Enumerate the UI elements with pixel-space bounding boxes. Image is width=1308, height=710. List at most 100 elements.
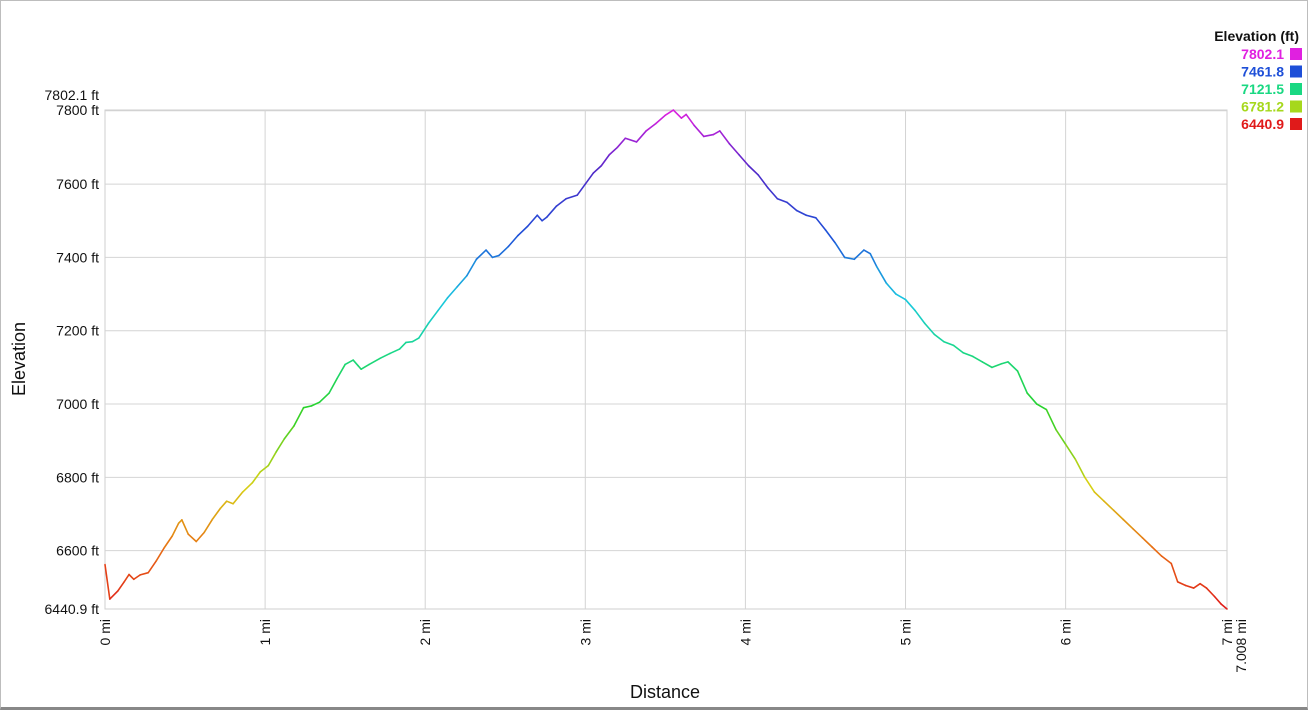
line-segment — [915, 311, 925, 324]
legend-swatch — [1290, 101, 1302, 113]
line-segment — [686, 114, 694, 125]
line-segment — [164, 536, 172, 548]
line-segment — [1186, 586, 1194, 589]
line-segment — [196, 532, 204, 541]
line-segment — [625, 138, 636, 142]
line-segment — [1162, 556, 1172, 563]
line-segment — [787, 202, 797, 210]
line-segment — [1215, 596, 1221, 603]
line-segment — [681, 114, 686, 118]
line-segment — [816, 218, 826, 230]
line-segment — [412, 338, 418, 342]
x-tick-label: 5 mi — [898, 619, 914, 645]
legend-entry-label: 6440.9 — [1241, 116, 1284, 132]
x-tick-label: 4 mi — [737, 619, 753, 645]
y-tick-label: 7600 ft — [56, 176, 99, 192]
line-segment — [1194, 584, 1200, 588]
line-segment — [406, 342, 412, 343]
y-axis-title: Elevation — [9, 322, 29, 396]
line-segment — [134, 575, 140, 579]
line-segment — [797, 210, 807, 215]
legend-swatch — [1290, 118, 1302, 130]
line-segment — [585, 173, 593, 184]
line-segment — [1114, 510, 1124, 519]
line-segment — [556, 199, 566, 206]
line-segment — [353, 360, 358, 365]
line-segment — [182, 520, 188, 534]
line-segment — [1200, 584, 1206, 588]
y-tick-label: 7800 ft — [56, 102, 99, 118]
line-segment — [593, 166, 601, 173]
line-segment — [329, 378, 337, 393]
line-segment — [758, 175, 768, 188]
line-segment — [1075, 459, 1085, 477]
x-tick-label: 2 mi — [417, 619, 433, 645]
y-tick-label: 6600 ft — [56, 543, 99, 559]
line-segment — [1123, 520, 1133, 529]
line-segment — [646, 124, 656, 131]
line-segment — [140, 573, 148, 575]
line-segment — [870, 254, 876, 267]
x-tick-label: 3 mi — [577, 619, 593, 645]
line-segment — [508, 235, 518, 246]
line-segment — [369, 358, 380, 364]
x-axis-title: Distance — [630, 682, 700, 702]
line-segment — [973, 356, 983, 361]
line-segment — [1104, 501, 1114, 510]
line-segment — [1008, 362, 1018, 371]
line-segment — [777, 199, 787, 203]
line-segment — [1207, 588, 1215, 596]
line-segment — [963, 353, 973, 357]
line-segment — [694, 125, 704, 136]
line-segment — [188, 534, 196, 541]
line-segment — [284, 426, 294, 439]
line-segment — [227, 501, 233, 504]
line-segment — [768, 188, 778, 199]
line-segment — [806, 215, 816, 218]
legend-title: Elevation (ft) — [1214, 28, 1299, 44]
line-segment — [1221, 604, 1227, 609]
legend-entry-label: 7461.8 — [1241, 64, 1284, 80]
line-segment — [438, 298, 448, 311]
line-segment — [294, 408, 304, 426]
line-segment — [428, 311, 438, 324]
legend-swatch — [1290, 48, 1302, 60]
line-segment — [547, 206, 557, 217]
line-segment — [260, 466, 268, 472]
y-tick-label: 6800 ft — [56, 469, 99, 485]
legend-swatch — [1290, 66, 1302, 78]
line-segment — [656, 115, 666, 123]
line-segment — [906, 300, 916, 311]
line-segment — [886, 283, 896, 294]
line-segment — [1094, 492, 1104, 501]
line-segment — [1018, 371, 1028, 393]
line-segment — [118, 582, 124, 591]
line-segment — [1027, 393, 1037, 404]
line-segment — [601, 155, 609, 166]
line-segment — [110, 591, 118, 599]
line-segment — [704, 135, 714, 137]
line-segment — [304, 406, 312, 408]
line-segment — [1171, 564, 1177, 582]
line-segment — [1152, 547, 1162, 556]
line-segment — [566, 195, 577, 199]
line-segment — [1056, 430, 1066, 445]
line-segment — [617, 138, 625, 147]
line-segment — [1037, 404, 1047, 409]
line-segment — [896, 294, 906, 299]
line-segment — [825, 230, 835, 243]
line-segment — [713, 131, 719, 135]
line-segment — [212, 509, 220, 520]
line-segment — [172, 523, 178, 536]
line-segment — [129, 575, 134, 580]
legend-entry-label: 7121.5 — [1241, 81, 1284, 97]
line-segment — [537, 215, 542, 220]
legend-entry-label: 7802.1 — [1241, 46, 1284, 62]
line-segment — [542, 217, 547, 221]
line-segment — [934, 334, 944, 341]
plot-border — [105, 110, 1227, 609]
y-tick-label: 7802.1 ft — [45, 87, 100, 103]
y-tick-label: 7200 ft — [56, 323, 99, 339]
